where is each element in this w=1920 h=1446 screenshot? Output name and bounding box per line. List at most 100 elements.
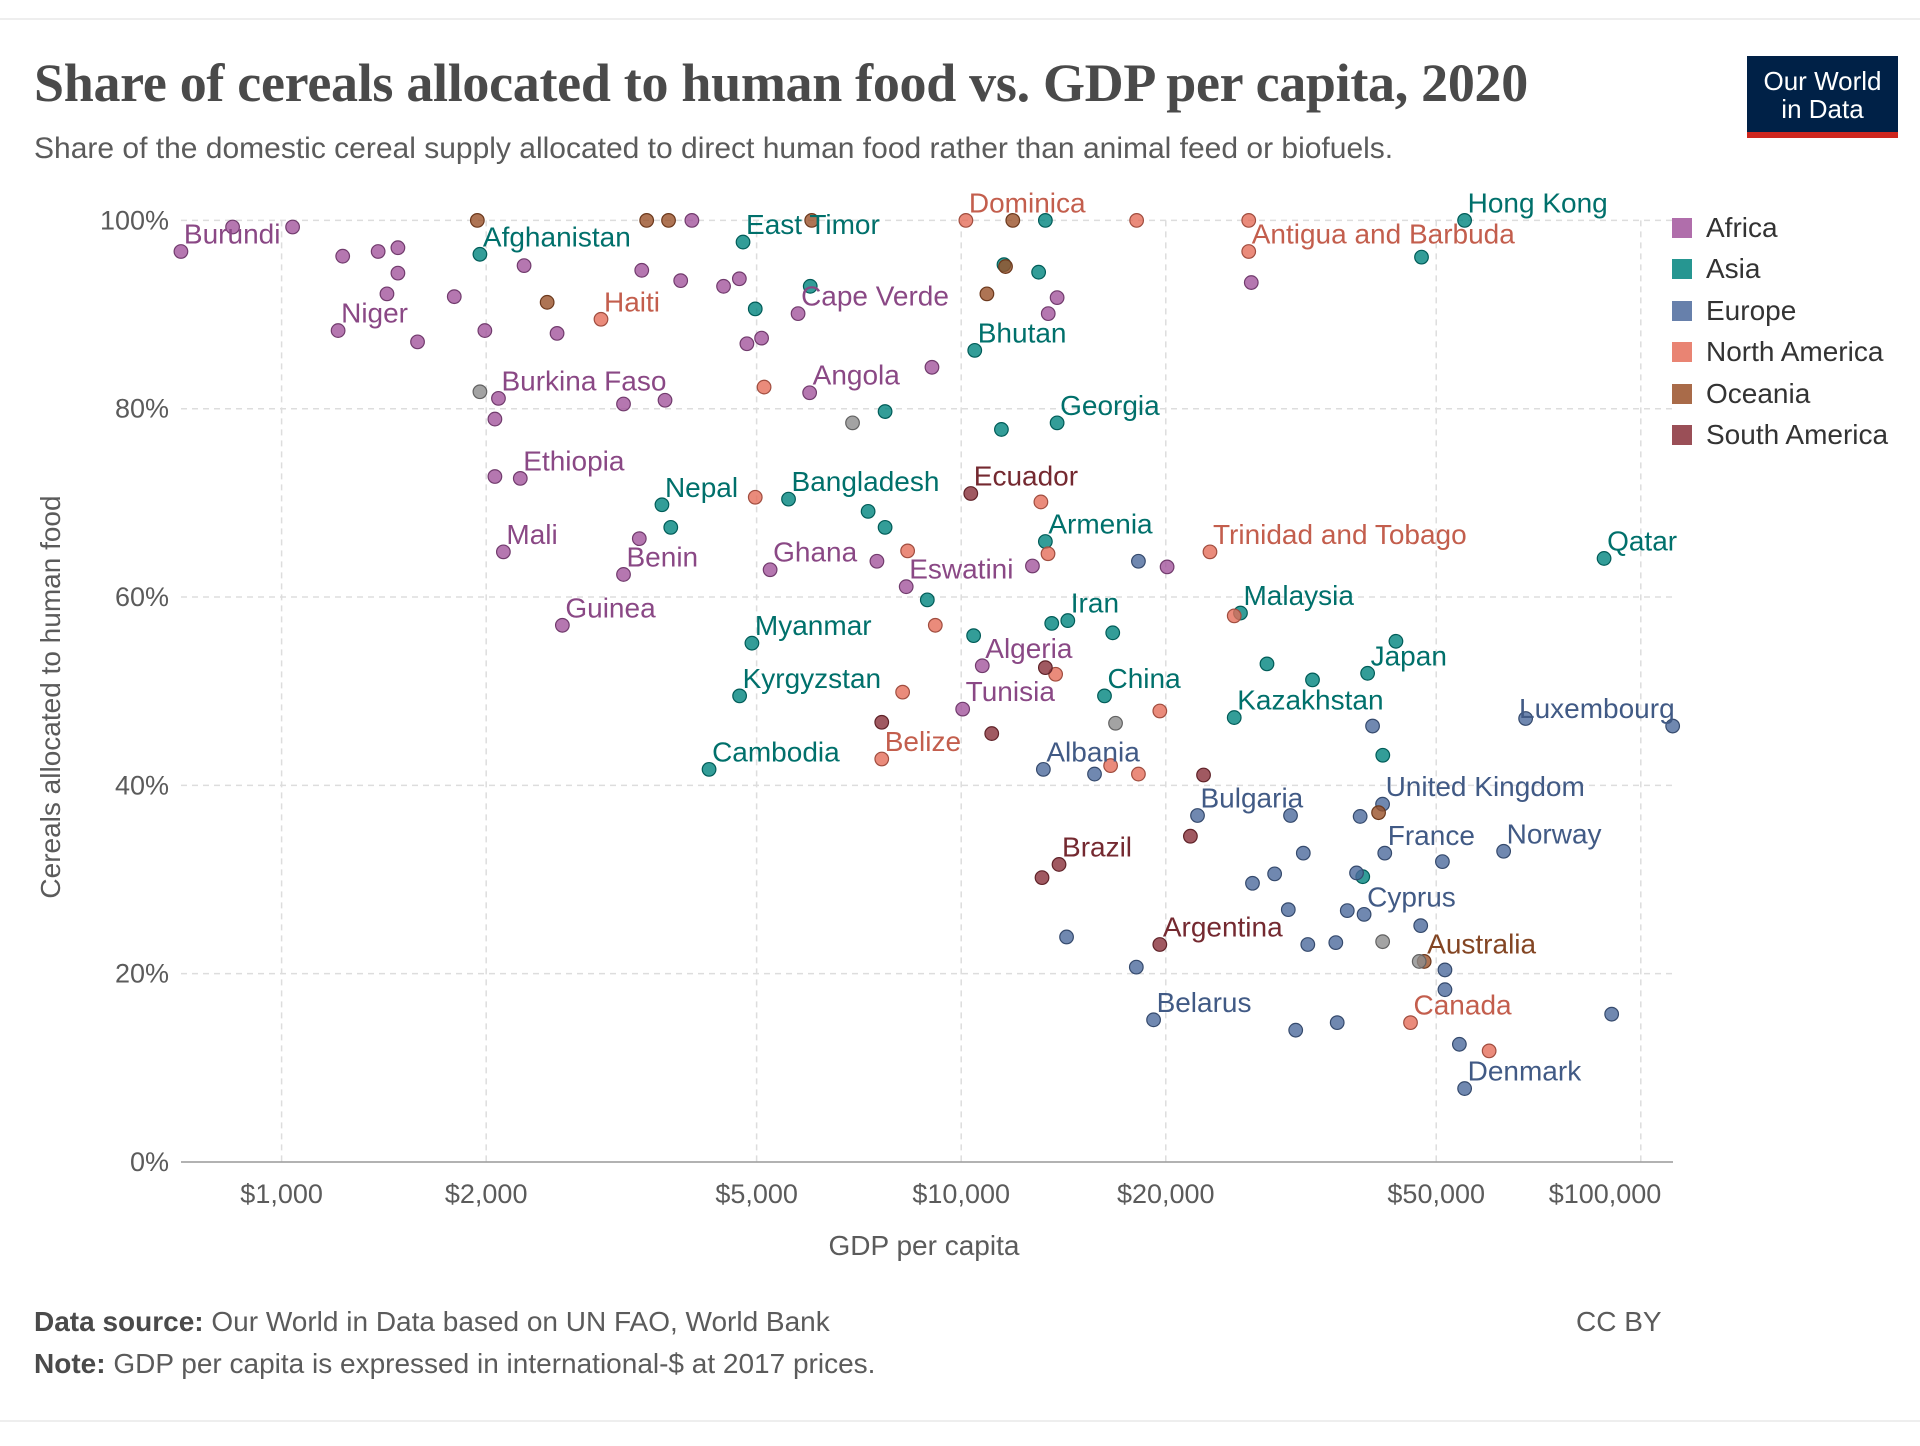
data-point[interactable]: [1414, 249, 1429, 265]
data-point[interactable]: [1329, 1015, 1345, 1031]
data-point[interactable]: [1375, 934, 1391, 950]
data-point[interactable]: [877, 404, 893, 419]
data-point[interactable]: [1665, 718, 1681, 734]
data-point[interactable]: [1280, 902, 1296, 918]
data-point[interactable]: [1365, 718, 1380, 734]
data-point[interactable]: [963, 486, 979, 501]
data-point[interactable]: [1300, 937, 1316, 952]
data-point[interactable]: [1339, 903, 1355, 918]
data-point[interactable]: [335, 248, 351, 264]
data-point[interactable]: [549, 325, 565, 341]
data-point[interactable]: [1305, 672, 1320, 688]
data-point[interactable]: [979, 286, 995, 302]
data-point[interactable]: [802, 278, 818, 294]
data-point[interactable]: [684, 212, 700, 228]
data-point[interactable]: [1356, 906, 1372, 922]
data-point[interactable]: [1128, 959, 1144, 975]
data-point[interactable]: [802, 385, 818, 401]
data-point[interactable]: [1048, 666, 1064, 682]
data-point[interactable]: [1259, 656, 1275, 672]
data-point[interactable]: [1040, 546, 1056, 562]
data-point[interactable]: [1371, 805, 1386, 821]
data-point[interactable]: [1283, 808, 1298, 823]
data-point[interactable]: [1044, 616, 1060, 631]
data-point[interactable]: [616, 567, 631, 582]
data-point[interactable]: [1360, 665, 1376, 681]
data-point[interactable]: [927, 617, 943, 633]
data-point[interactable]: [744, 635, 760, 651]
data-point[interactable]: [673, 273, 689, 289]
data-point[interactable]: [516, 258, 532, 273]
data-point[interactable]: [225, 219, 240, 235]
data-point[interactable]: [756, 379, 772, 395]
data-point[interactable]: [895, 684, 911, 700]
data-point[interactable]: [1241, 244, 1257, 259]
data-point[interactable]: [1196, 767, 1211, 783]
data-point[interactable]: [1131, 553, 1146, 569]
data-point[interactable]: [1437, 982, 1453, 998]
owid-logo[interactable]: Our World in Data: [1747, 56, 1898, 138]
data-point[interactable]: [593, 311, 609, 327]
data-point[interactable]: [974, 658, 990, 674]
data-point[interactable]: [1035, 761, 1051, 777]
data-point[interactable]: [1411, 954, 1427, 969]
data-point[interactable]: [701, 761, 717, 777]
data-point[interactable]: [487, 411, 503, 427]
data-point[interactable]: [919, 592, 935, 608]
data-point[interactable]: [845, 415, 860, 431]
data-point[interactable]: [1060, 613, 1076, 628]
data-point[interactable]: [869, 553, 885, 569]
data-point[interactable]: [390, 240, 406, 256]
data-point[interactable]: [1025, 558, 1040, 574]
legend-item-oceania[interactable]: Oceania: [1672, 373, 1888, 415]
data-point[interactable]: [1451, 1036, 1467, 1052]
data-point[interactable]: [900, 543, 916, 559]
data-point[interactable]: [1033, 494, 1049, 510]
data-point[interactable]: [735, 234, 751, 250]
data-point[interactable]: [732, 688, 748, 704]
data-point[interactable]: [1129, 212, 1145, 228]
data-point[interactable]: [1352, 809, 1368, 824]
data-point[interactable]: [472, 384, 488, 400]
data-point[interactable]: [1377, 845, 1393, 861]
data-point[interactable]: [631, 531, 647, 547]
data-point[interactable]: [1388, 633, 1404, 649]
data-point[interactable]: [1031, 264, 1047, 280]
data-point[interactable]: [1152, 703, 1168, 719]
data-point[interactable]: [1034, 870, 1050, 886]
data-point[interactable]: [898, 579, 914, 595]
data-point[interactable]: [477, 323, 493, 338]
data-point[interactable]: [790, 306, 806, 322]
legend-item-europe[interactable]: Europe: [1672, 290, 1888, 332]
data-point[interactable]: [966, 628, 982, 644]
data-point[interactable]: [472, 246, 488, 262]
data-point[interactable]: [1049, 290, 1065, 306]
data-point[interactable]: [998, 259, 1013, 274]
data-point[interactable]: [1375, 747, 1391, 763]
data-point[interactable]: [739, 336, 755, 352]
data-point[interactable]: [1005, 212, 1021, 228]
data-point[interactable]: [491, 390, 506, 406]
data-point[interactable]: [1226, 710, 1242, 725]
data-point[interactable]: [285, 219, 301, 235]
data-point[interactable]: [731, 271, 747, 287]
data-point[interactable]: [860, 503, 876, 519]
data-point[interactable]: [1267, 866, 1283, 882]
data-point[interactable]: [1051, 857, 1067, 872]
data-point[interactable]: [1245, 875, 1260, 891]
data-point[interactable]: [955, 701, 971, 717]
data-point[interactable]: [1037, 212, 1053, 228]
data-point[interactable]: [1159, 559, 1175, 575]
data-point[interactable]: [1328, 935, 1344, 951]
data-point[interactable]: [446, 289, 462, 305]
data-point[interactable]: [410, 334, 425, 350]
data-point[interactable]: [1288, 1022, 1304, 1038]
data-point[interactable]: [874, 751, 890, 767]
data-point[interactable]: [1226, 608, 1242, 624]
legend-item-north-america[interactable]: North America: [1672, 332, 1888, 374]
data-point[interactable]: [1435, 854, 1450, 870]
legend-item-africa[interactable]: Africa: [1672, 207, 1888, 249]
data-point[interactable]: [1518, 711, 1534, 726]
data-point[interactable]: [1152, 937, 1168, 952]
data-point[interactable]: [1457, 212, 1473, 228]
